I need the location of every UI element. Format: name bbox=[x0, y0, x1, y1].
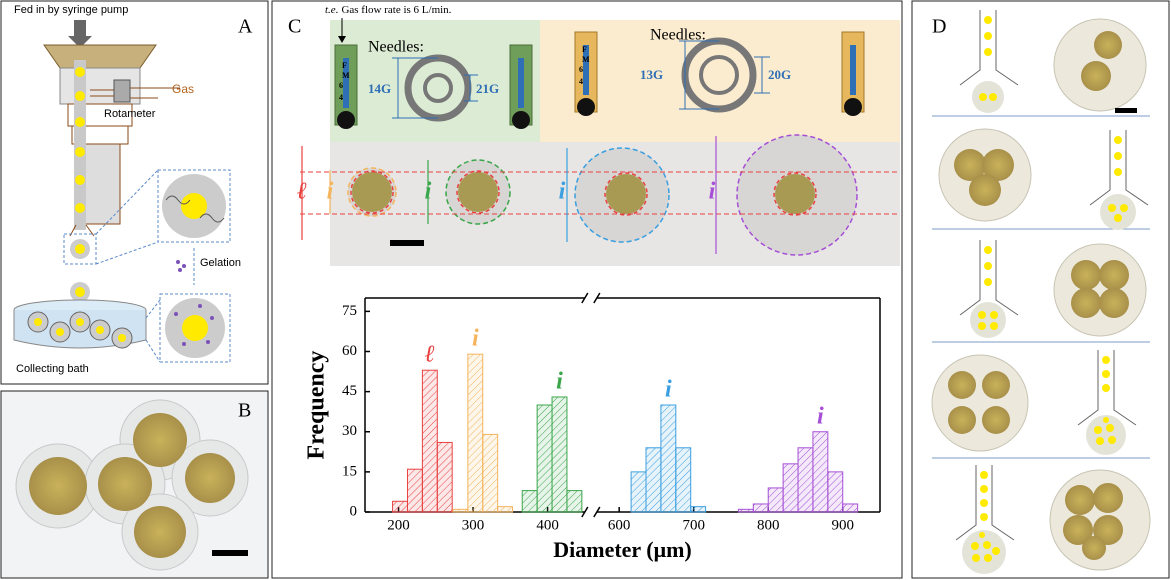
x-tick-label: 600 bbox=[608, 517, 631, 533]
x-tick-label: 400 bbox=[536, 517, 559, 533]
dim-label: i bbox=[327, 179, 334, 205]
panel-label: D bbox=[932, 16, 946, 38]
x-tick-label: 900 bbox=[831, 517, 854, 533]
feed-label: Fed in by syringe pump bbox=[14, 4, 128, 16]
meter-label: 4 bbox=[579, 77, 583, 86]
histogram-chart: 0 15 30 45 60 75 200 300 400 600 700 800 900 Frequenc… bbox=[304, 292, 881, 562]
axis-break bbox=[581, 292, 589, 304]
histogram-bar bbox=[827, 471, 844, 513]
x-tick-label: 200 bbox=[387, 517, 410, 533]
histogram-bar bbox=[467, 353, 484, 513]
histogram-bar bbox=[497, 506, 514, 513]
gauge-label: 13G bbox=[640, 67, 663, 82]
series-label: i bbox=[665, 377, 672, 403]
y-tick-label: 15 bbox=[342, 463, 357, 479]
panel-label: B bbox=[238, 400, 251, 422]
gauge-label: 21G bbox=[476, 81, 499, 96]
series-label: i bbox=[556, 368, 563, 394]
histogram-bar bbox=[452, 508, 469, 513]
axis-break bbox=[593, 506, 601, 518]
meter-label: F bbox=[342, 61, 347, 70]
meter-label: 6 bbox=[579, 65, 583, 74]
meter-label: 4 bbox=[339, 93, 343, 102]
y-tick-label: 75 bbox=[342, 303, 357, 319]
x-tick-label: 300 bbox=[462, 517, 485, 533]
histogram-bar bbox=[737, 508, 754, 513]
dim-label: i bbox=[709, 179, 716, 205]
histogram-bar bbox=[782, 463, 799, 513]
device-schematic: Fed in by syringe pump Gas Rotameter Gel… bbox=[13, 4, 241, 375]
bath-label: Collecting bath bbox=[16, 363, 89, 375]
histogram-bar bbox=[436, 441, 453, 513]
needles-label: Needles: bbox=[650, 27, 706, 44]
meter-label: F bbox=[582, 45, 587, 54]
core-count-panel bbox=[931, 10, 1151, 574]
panel-c-frame bbox=[271, 0, 903, 579]
histogram-bar bbox=[690, 506, 707, 513]
x-tick-label: 800 bbox=[757, 517, 780, 533]
gelation-label: Gelation bbox=[200, 257, 241, 269]
histogram-bar bbox=[421, 369, 438, 513]
meter-label: 6 bbox=[339, 81, 343, 90]
needles-label: Needles: bbox=[368, 39, 424, 56]
meter-label: M bbox=[342, 71, 350, 80]
capsule-photo bbox=[15, 399, 249, 571]
series-label: i bbox=[472, 326, 479, 352]
note-prefix: t.e. bbox=[325, 4, 338, 16]
needle-photos: t.e. Gas flow rate is 6 L/min. Needles: N… bbox=[297, 4, 900, 266]
histogram-bar bbox=[536, 404, 553, 513]
histogram-bar bbox=[521, 490, 538, 513]
histogram-bar bbox=[645, 447, 662, 513]
gauge-label: 14G bbox=[368, 81, 391, 96]
dim-label: i bbox=[559, 179, 566, 205]
histogram-bar bbox=[675, 447, 692, 513]
y-tick-label: 30 bbox=[342, 423, 357, 439]
rotameter-label: Rotameter bbox=[104, 108, 156, 120]
histogram-bar bbox=[752, 503, 769, 513]
x-tick-label: 700 bbox=[682, 517, 705, 533]
histogram-bar bbox=[812, 431, 829, 513]
histogram-bar bbox=[566, 490, 583, 513]
histogram-bar bbox=[767, 487, 784, 513]
note-label: t.e. Gas flow rate is 6 L/min. bbox=[325, 4, 452, 16]
histogram-bar bbox=[660, 404, 677, 513]
histogram-bar bbox=[392, 500, 408, 513]
dim-label: ℓ bbox=[297, 179, 307, 205]
panel-d-frame bbox=[911, 0, 1170, 579]
axis-break bbox=[593, 292, 601, 304]
histogram-bar bbox=[630, 471, 647, 513]
x-axis-title: Diameter (μm) bbox=[553, 537, 692, 562]
dim-label: i bbox=[425, 179, 432, 205]
y-tick-label: 45 bbox=[342, 383, 357, 399]
y-axis-title: Frequency bbox=[304, 351, 330, 460]
histogram-bar bbox=[551, 396, 568, 513]
histogram-bar bbox=[842, 503, 859, 513]
note-text: Gas flow rate is 6 L/min. bbox=[341, 4, 451, 16]
series-label: ℓ bbox=[425, 342, 435, 368]
axis-break bbox=[581, 506, 589, 518]
meter-label: M bbox=[582, 55, 590, 64]
y-tick-label: 60 bbox=[342, 343, 357, 359]
histogram-bar bbox=[406, 468, 423, 513]
panel-label: C bbox=[288, 16, 301, 38]
gauge-label: 20G bbox=[768, 67, 791, 82]
panel-label: A bbox=[238, 16, 253, 38]
panel-a-frame bbox=[0, 0, 269, 385]
histogram-bar bbox=[482, 433, 499, 513]
y-tick-label: 0 bbox=[350, 503, 358, 519]
histogram-bar bbox=[797, 447, 814, 513]
gas-label: Gas bbox=[172, 82, 194, 96]
series-label: i bbox=[817, 403, 824, 429]
